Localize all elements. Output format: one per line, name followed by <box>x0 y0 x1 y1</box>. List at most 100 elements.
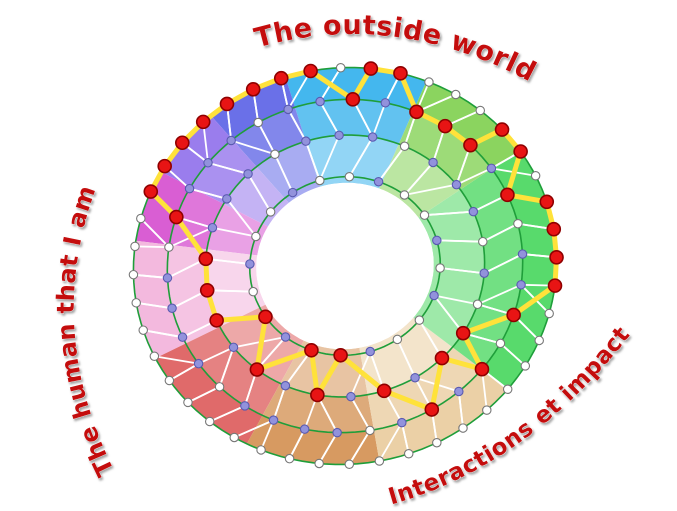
grid-node <box>301 136 311 146</box>
grid-node <box>270 149 280 160</box>
grid-node <box>214 382 225 392</box>
grid-node <box>130 241 140 252</box>
path-node <box>549 250 564 265</box>
grid-node <box>128 269 139 280</box>
grid-node <box>248 286 258 297</box>
grid-node <box>207 222 218 233</box>
grid-node <box>284 453 295 464</box>
path-node <box>209 313 224 328</box>
grid-node <box>475 105 486 116</box>
grid-node <box>193 358 204 369</box>
path-node <box>513 144 528 159</box>
path-node <box>198 251 214 267</box>
grid-node <box>346 391 356 402</box>
path-node <box>157 158 172 174</box>
grid-node <box>315 175 325 186</box>
grid-node <box>138 325 148 335</box>
path-node <box>199 282 215 298</box>
grid-node <box>403 449 414 459</box>
grid-node <box>240 401 250 411</box>
grid-node <box>432 235 442 246</box>
grid-node <box>482 405 492 415</box>
grid-node <box>450 89 461 100</box>
grid-node <box>397 417 407 428</box>
grid-node <box>367 132 378 142</box>
grid-node <box>204 416 215 427</box>
grid-node <box>429 290 439 301</box>
grid-node <box>280 332 291 342</box>
grid-node <box>380 98 391 108</box>
path-node <box>249 362 265 377</box>
grid-node <box>335 63 346 73</box>
grid-node <box>373 176 384 187</box>
sector-red <box>155 304 304 444</box>
grid-node <box>478 236 488 247</box>
grid-node <box>280 380 291 391</box>
grid-node <box>472 299 483 310</box>
path-node <box>310 387 325 403</box>
path-node <box>547 278 563 293</box>
path-node <box>437 118 453 134</box>
path-node <box>273 70 289 86</box>
grid-node <box>454 386 464 397</box>
grid-node <box>299 424 310 434</box>
path-node <box>333 347 348 363</box>
grid-node <box>344 171 355 182</box>
path-node <box>345 92 361 107</box>
path-node <box>304 342 319 358</box>
grid-node <box>332 427 342 438</box>
path-node <box>546 221 562 237</box>
grid-node <box>167 303 177 314</box>
grid-node <box>287 187 298 198</box>
grid-node <box>253 117 263 128</box>
path-node <box>219 96 235 112</box>
path-node <box>474 361 490 377</box>
grid-node <box>435 263 445 273</box>
grid-node <box>226 135 236 146</box>
path-node <box>494 122 510 137</box>
grid-node <box>283 104 293 115</box>
path-node <box>174 135 190 151</box>
grid-node <box>392 334 403 345</box>
grid-node <box>136 213 146 224</box>
grid-node <box>344 459 355 469</box>
grid-node <box>268 415 279 425</box>
label-human-that-i-am: The human that I am <box>52 182 120 481</box>
grid-node <box>513 218 523 229</box>
grid-node <box>451 179 462 190</box>
grid-node <box>495 338 506 349</box>
grid-node <box>131 298 141 308</box>
grid-node <box>486 163 497 174</box>
path-node <box>539 194 555 210</box>
path-node <box>463 137 478 153</box>
grid-node <box>520 361 531 371</box>
grid-node <box>468 206 479 217</box>
grid-node <box>424 77 434 87</box>
path-node <box>143 184 159 199</box>
grid-node <box>164 242 174 252</box>
path-node <box>363 61 379 76</box>
grid-node <box>399 141 410 152</box>
path-node <box>303 63 318 79</box>
grid-node <box>502 384 513 395</box>
grid-node <box>334 130 344 141</box>
grid-node <box>229 432 240 443</box>
path-node <box>245 81 261 97</box>
path-node <box>409 104 424 120</box>
path-node <box>506 307 521 323</box>
grid-node <box>243 169 253 179</box>
grid-node <box>315 96 325 107</box>
path-node <box>376 383 392 399</box>
path-node <box>393 66 408 81</box>
sector-magenta <box>135 171 268 256</box>
grid-node <box>184 183 195 194</box>
grid-node <box>544 308 554 319</box>
grid-node <box>530 170 541 181</box>
node-dots <box>128 61 564 469</box>
grid-node <box>432 437 442 448</box>
grid-node <box>365 346 375 357</box>
grid-node <box>149 351 160 362</box>
grid-node <box>516 280 526 290</box>
path-node <box>434 350 450 366</box>
